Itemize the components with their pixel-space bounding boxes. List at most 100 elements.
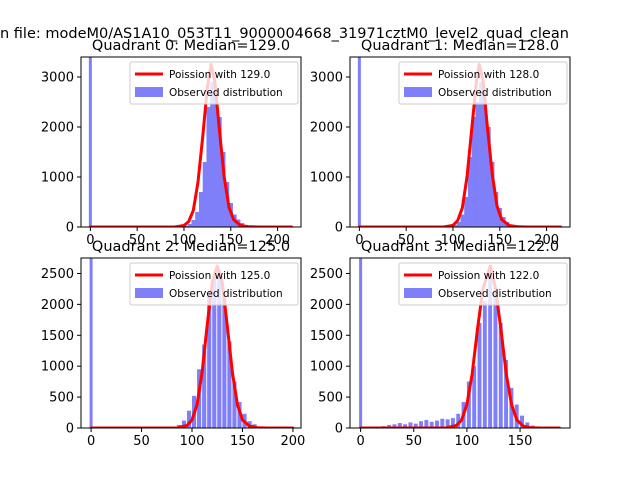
quadrant-0-hist-bar (206, 107, 211, 227)
quadrant-2-ytick-label: 1000 (41, 360, 74, 375)
quadrant-3-hist-bar (482, 301, 487, 428)
quadrant-3-zero-bin (359, 258, 363, 428)
quadrant-3-hist-bar (419, 421, 424, 428)
quadrant-2-ytick-label: 0 (66, 422, 74, 437)
quadrant-3-legend-bar-label: Observed distribution (438, 288, 552, 300)
quadrant-2-frame (80, 257, 302, 429)
quadrant-2-legend-bar-label: Observed distribution (169, 288, 283, 300)
quadrant-2-hist-bar (212, 276, 217, 428)
quadrant-1-ytick-label: 0 (335, 221, 343, 236)
quadrant-3-hist-bar (504, 360, 509, 428)
quadrant-1-hist-bar (471, 117, 476, 227)
quadrant-3-hist-bar (408, 422, 413, 428)
quadrant-0-xtick-label: 100 (172, 233, 197, 248)
quadrant-0-legend-bar-label: Observed distribution (169, 87, 283, 99)
quadrant-0-hist-bar (221, 152, 226, 227)
quadrant-1-hist-bar (482, 97, 487, 227)
quadrant-2-hist-bar (217, 270, 222, 428)
quadrant-1-frame (349, 56, 571, 228)
quadrant-3-ytick-label: 1500 (310, 329, 343, 344)
quadrant-0-ytick-label: 1000 (41, 171, 74, 186)
quadrant-2-legend-bar-swatch (135, 288, 163, 298)
quadrant-3-hist-bar (493, 292, 498, 428)
quadrant-0-ytick-label: 0 (66, 221, 74, 236)
quadrant-2-hist-bar (232, 381, 237, 428)
quadrant-1-hist-bar (490, 162, 495, 227)
quadrant-2-hist-bar (186, 410, 192, 428)
quadrant-2-ytick-label: 500 (49, 391, 74, 406)
quadrant-3-hist-bar (440, 418, 445, 428)
quadrant-0-xtick-label: 50 (129, 233, 146, 248)
quadrant-3-legend-bar-swatch (404, 288, 432, 298)
quadrant-1-title: Quadrant 1: Median=128.0 (361, 38, 559, 54)
quadrant-2-xtick-label: 100 (180, 434, 205, 449)
quadrant-1-hist-bar (460, 214, 465, 227)
quadrant-1-xtick-label: 50 (398, 233, 415, 248)
quadrant-2-xtick-label: 200 (281, 434, 306, 449)
quadrant-1-hist-bar (486, 127, 491, 227)
quadrant-3-hist-bar (403, 424, 408, 428)
quadrant-2-zero-bin (89, 258, 93, 428)
quadrant-3-hist-bar (525, 422, 530, 428)
quadrant-3-hist-bar (450, 418, 455, 428)
quadrant-3-legend: Poission with 122.0 Observed distribution (398, 262, 568, 306)
quadrant-0-legend-line-label: Poission with 129.0 (169, 69, 270, 81)
quadrant-3-hist-bar (520, 415, 524, 428)
quadrant-0-legend-box (129, 61, 299, 105)
quadrant-0-ytick-label: 3000 (41, 71, 74, 86)
quadrant-3-xtick-label: 150 (508, 434, 533, 449)
quadrant-3-ytick-label: 2500 (310, 267, 343, 282)
quadrant-2-legend: Poission with 125.0 Observed distribution (129, 262, 299, 306)
quadrant-0-title: Quadrant 0: Median=129.0 (92, 38, 290, 54)
quadrant-1-hist-bar (452, 225, 458, 227)
quadrant-2-legend-box (129, 262, 299, 306)
quadrant-1-zero-bin (357, 57, 361, 227)
quadrant-0-xtick-label: 150 (218, 233, 243, 248)
quadrant-1-legend-box (398, 61, 568, 105)
quadrant-3-hist-bar (472, 366, 477, 428)
quadrant-2-title: Quadrant 2: Median=125.0 (92, 239, 290, 255)
quadrant-1-xtick-label: 0 (355, 233, 363, 248)
quadrant-1-legend-bar-label: Observed distribution (438, 87, 552, 99)
quadrant-3-frame (349, 257, 571, 429)
quadrant-2-xtick-label: 50 (133, 434, 150, 449)
quadrant-2-hist-bar (207, 292, 212, 428)
quadrant-3-hist-bar (456, 413, 461, 428)
quadrant-3-hist-bar (429, 421, 434, 428)
quadrant-0-zero-bin (88, 57, 92, 227)
quadrant-3-hist-bar (445, 419, 450, 428)
quadrant-0-hist-bar (183, 225, 189, 227)
quadrant-3-xtick-label: 50 (405, 434, 422, 449)
quadrant-3-legend-line-label: Poission with 122.0 (438, 270, 539, 282)
quadrant-2-xtick-label: 0 (87, 434, 95, 449)
quadrant-3-ytick-label: 0 (335, 422, 343, 437)
quadrant-3-hist-bar (397, 423, 402, 428)
quadrant-1-legend-bar-swatch (404, 87, 432, 97)
quadrant-1-xtick-label: 100 (441, 233, 466, 248)
quadrant-2-hist-bar (222, 298, 227, 428)
quadrant-0-xtick-label: 0 (86, 233, 94, 248)
quadrant-1-hist-bar (467, 157, 472, 227)
quadrant-2-hist-bar (227, 341, 232, 428)
quadrant-1-ytick-label: 1000 (310, 171, 343, 186)
quadrant-3-ytick-label: 1000 (310, 360, 343, 375)
quadrant-3-hist-bar (424, 419, 429, 428)
quadrant-1-ytick-label: 2000 (310, 121, 343, 136)
quadrant-0-hist-bar (217, 117, 222, 227)
quadrant-2-axes: 0 50 100 150 20005001000150020002500Quadrant… (41, 239, 305, 449)
quadrant-0-hist-bar (213, 92, 218, 227)
quadrant-1-hist-bar (479, 82, 484, 227)
quadrant-1-xtick-label: 200 (534, 233, 559, 248)
quadrant-1-hist-bar (456, 222, 461, 227)
quadrant-3-ytick-label: 2000 (310, 298, 343, 313)
quadrant-0-hist-bar (187, 224, 192, 227)
quadrant-3-title: Quadrant 3: Median=122.0 (361, 239, 559, 255)
quadrant-1-legend-line-label: Poission with 128.0 (438, 69, 539, 81)
quadrant-3-hist-bar (387, 424, 392, 428)
quadrant-3-hist-bar (413, 423, 418, 428)
quadrant-3-xtick-label: 0 (356, 434, 364, 449)
